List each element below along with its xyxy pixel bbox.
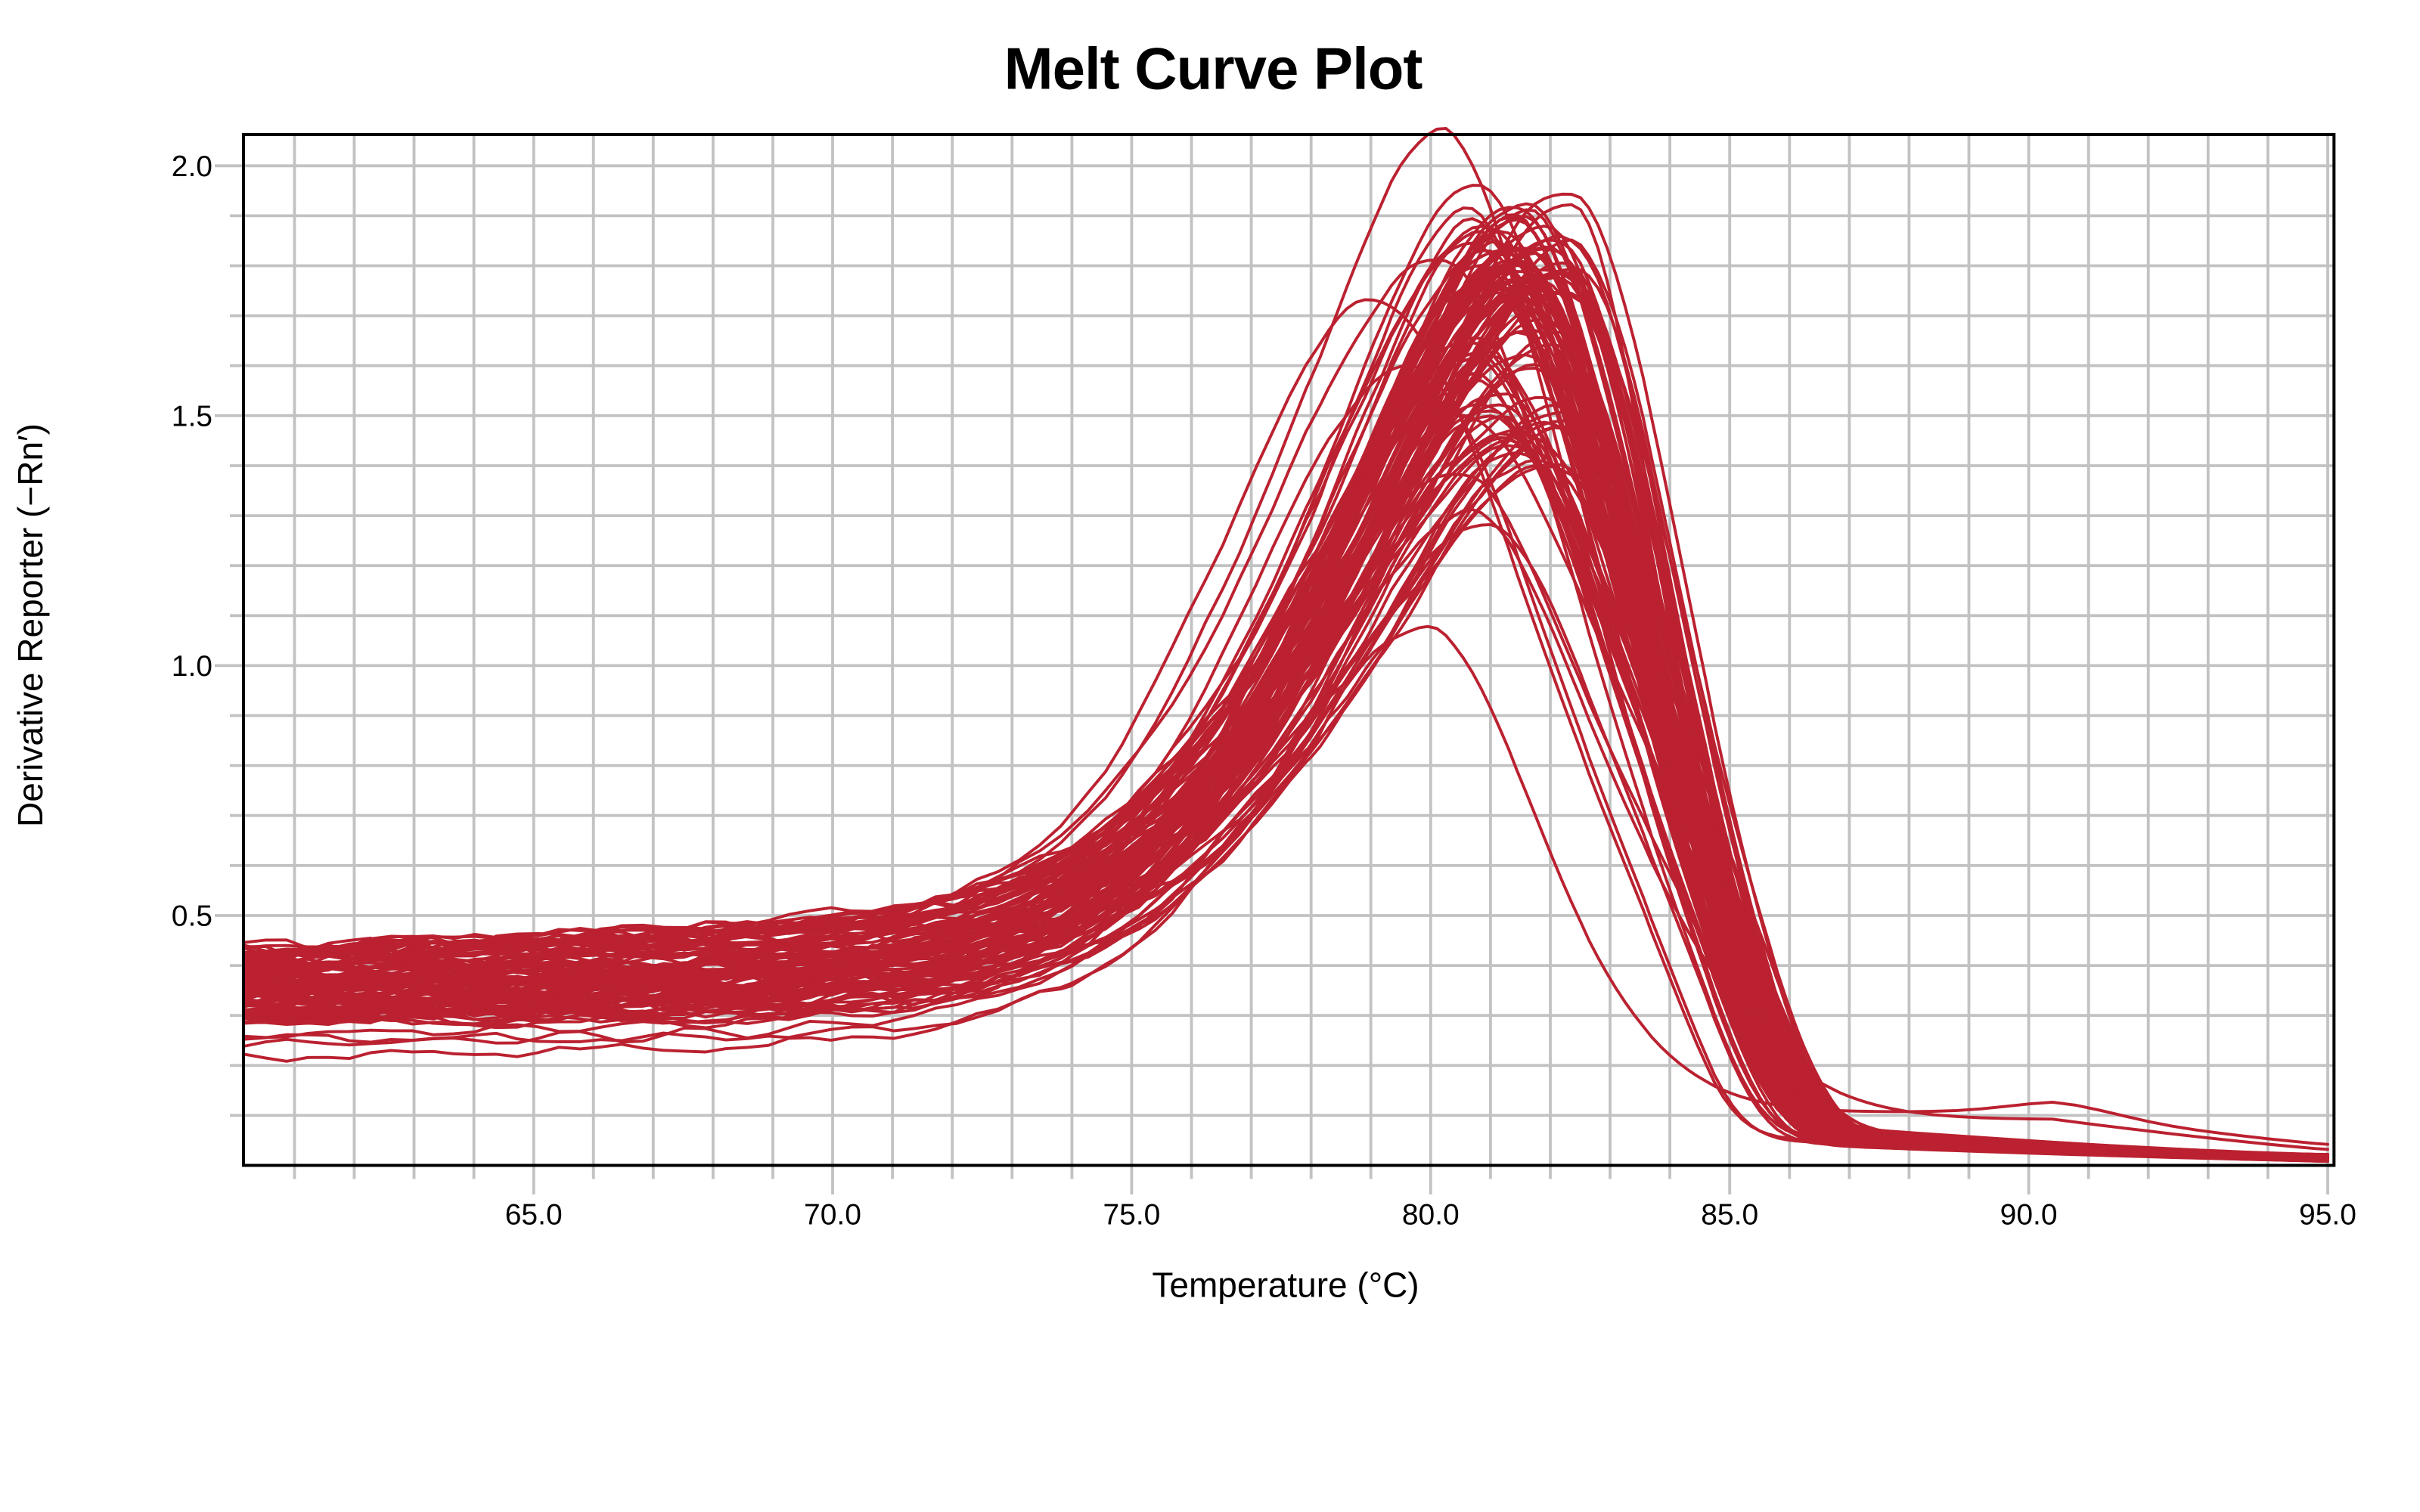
svg-text:70.0: 70.0: [804, 1199, 861, 1232]
svg-text:Derivative Reporter (−Rn′): Derivative Reporter (−Rn′): [11, 423, 50, 827]
svg-text:90.0: 90.0: [2000, 1199, 2058, 1232]
svg-text:85.0: 85.0: [1701, 1199, 1758, 1232]
svg-text:Temperature (°C): Temperature (°C): [1152, 1266, 1419, 1305]
svg-text:65.0: 65.0: [505, 1199, 563, 1232]
svg-text:1.0: 1.0: [172, 650, 213, 683]
svg-text:2.0: 2.0: [172, 150, 213, 183]
svg-text:Melt Curve Plot: Melt Curve Plot: [1004, 36, 1423, 102]
svg-text:0.5: 0.5: [172, 900, 213, 933]
svg-text:80.0: 80.0: [1402, 1199, 1460, 1232]
svg-text:75.0: 75.0: [1103, 1199, 1160, 1232]
svg-text:95.0: 95.0: [2299, 1199, 2356, 1232]
svg-text:1.5: 1.5: [172, 400, 213, 432]
